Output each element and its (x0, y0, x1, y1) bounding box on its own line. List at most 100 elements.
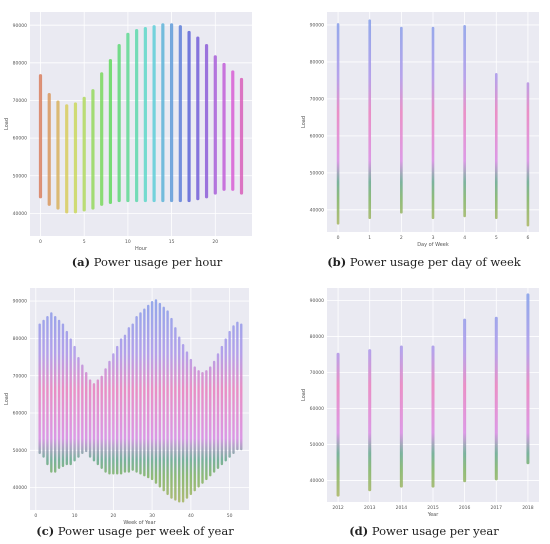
data-strip-c (57, 319, 61, 469)
data-strip-c (69, 338, 72, 466)
y-tick-label: 40000 (13, 211, 27, 217)
data-strip-b (431, 26, 435, 220)
data-strip-c (92, 383, 96, 462)
panel-b: 40000 50000 60000 70000 80000 90000 0 1 2 3 4 5 6 Day… (301, 12, 539, 248)
caption-d: (d) Power usage per year (349, 524, 499, 538)
x-tick-label: 1 (368, 235, 371, 241)
data-strip-d (336, 352, 340, 497)
data-strip-c (166, 310, 169, 496)
x-tick-label: 50 (227, 513, 233, 519)
data-strip-c (193, 366, 196, 492)
data-strip-c (147, 304, 150, 479)
data-strip-c (135, 315, 138, 473)
y-tick-label: 60000 (310, 133, 324, 139)
data-strip-c (174, 327, 177, 501)
data-strip-a (187, 30, 191, 203)
data-strip-a (117, 44, 121, 203)
data-strip-c (232, 325, 235, 455)
y-tick-label: 70000 (13, 373, 27, 379)
x-tick-label: 10 (72, 513, 78, 519)
y-axis-label: Load (301, 389, 307, 401)
data-strip-c (85, 371, 88, 453)
data-strip-a (161, 23, 165, 203)
x-tick-label: 40 (188, 513, 194, 519)
x-tick-label: 2013 (364, 505, 376, 511)
data-strip-c (201, 371, 204, 484)
y-tick-label: 70000 (310, 370, 324, 376)
data-strip-a (239, 77, 244, 195)
x-axis-label: Hour (135, 246, 148, 252)
data-strip-c (46, 315, 49, 466)
data-strip-a (47, 92, 51, 206)
data-strip-b (400, 26, 403, 214)
data-strip-a (178, 25, 182, 203)
data-strip-c (65, 330, 69, 466)
data-strip-d (526, 293, 530, 465)
data-strip-d (431, 345, 435, 488)
data-strip-b (336, 23, 340, 225)
data-strip-c (216, 353, 220, 469)
panel-d: 40000 50000 60000 70000 80000 90000 2012 2013 20… (301, 288, 539, 518)
data-strip-a (65, 104, 69, 214)
data-strip-c (240, 323, 243, 451)
data-strip-c (170, 317, 173, 499)
data-strip-a (100, 72, 104, 206)
panel-c: 40000 50000 60000 70000 80000 90000 0 10 20 30 40 5… (4, 288, 249, 526)
data-strip-c (154, 299, 158, 484)
caption-a: (a) Power usage per hour (72, 255, 223, 269)
data-strip-c (50, 312, 53, 473)
y-tick-label: 50000 (13, 448, 27, 454)
data-strip-c (220, 345, 224, 466)
data-strip-c (209, 366, 212, 477)
x-tick-label: 2017 (491, 505, 503, 511)
y-axis-label: Load (301, 116, 307, 128)
data-strip-b (526, 82, 530, 227)
x-tick-label: 0 (337, 235, 340, 241)
x-tick-label: 4 (463, 235, 466, 241)
caption-c: (c) Power usage per week of year (36, 524, 234, 538)
x-tick-label: 6 (526, 235, 529, 241)
data-strip-c (162, 306, 165, 492)
data-strip-c (88, 379, 92, 458)
caption-b-text: Power usage per day of week (350, 255, 522, 269)
data-strip-a (56, 100, 60, 210)
caption-a-text: Power usage per hour (94, 255, 223, 269)
data-strip-a (169, 23, 174, 203)
caption-b: (b) Power usage per day of week (327, 255, 522, 269)
data-strip-c (38, 323, 41, 455)
data-strip-c (143, 308, 146, 477)
panel-a: 40000 50000 60000 70000 80000 90000 0 5 10 15 20 Ho… (4, 12, 252, 252)
data-strip-c (131, 323, 134, 471)
data-strip-c (108, 360, 111, 475)
y-tick-label: 50000 (13, 173, 27, 179)
y-tick-label: 80000 (13, 60, 27, 66)
y-tick-label: 70000 (13, 98, 27, 104)
x-tick-label: 2018 (522, 505, 534, 511)
x-tick-label: 2 (400, 235, 403, 241)
data-strip-c (150, 301, 154, 481)
y-tick-label: 60000 (310, 406, 324, 412)
y-tick-label: 50000 (310, 170, 324, 176)
data-strip-c (53, 315, 57, 473)
x-tick-label: 5 (83, 239, 86, 245)
y-tick-label: 60000 (13, 411, 27, 417)
data-strip-a (126, 32, 130, 203)
data-strip-a (222, 62, 226, 191)
data-strip-a (204, 44, 209, 199)
data-strip-c (42, 319, 45, 458)
y-tick-label: 70000 (310, 96, 324, 102)
y-tick-label: 60000 (13, 136, 27, 142)
data-strip-a (38, 74, 43, 199)
data-strip-a (91, 89, 95, 210)
x-axis-label: Week of Year (123, 520, 156, 526)
data-strip-c (181, 343, 185, 503)
data-strip-c (158, 302, 162, 488)
caption-b-letter: (b) (327, 255, 346, 269)
y-tick-label: 90000 (13, 23, 27, 29)
x-tick-label: 0 (34, 513, 37, 519)
x-tick-label: 20 (212, 239, 218, 245)
data-strip-c (77, 357, 80, 458)
y-tick-label: 50000 (310, 442, 324, 448)
x-tick-label: 0 (39, 239, 42, 245)
